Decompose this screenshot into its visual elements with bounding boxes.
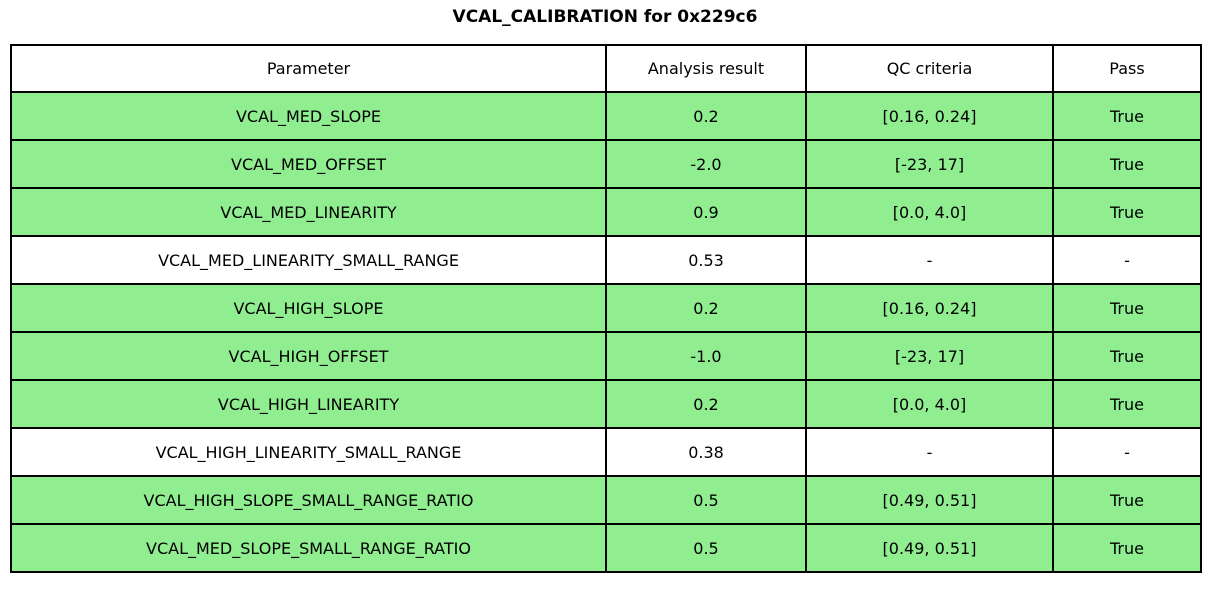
parameter-cell: VCAL_MED_LINEARITY_SMALL_RANGE: [10, 235, 607, 285]
qc-results-table: Parameter Analysis result QC criteria Pa…: [10, 44, 1202, 573]
table-row: VCAL_HIGH_SLOPE_SMALL_RANGE_RATIO 0.5 [0.4…: [10, 475, 1202, 525]
table-row: VCAL_MED_SLOPE 0.2 [0.16, 0.24] True: [10, 91, 1202, 141]
pass-cell: True: [1052, 523, 1202, 573]
analysis-result-cell: 0.5: [605, 475, 807, 525]
analysis-result-cell: 0.9: [605, 187, 807, 237]
qc-criteria-cell: [0.0, 4.0]: [805, 187, 1054, 237]
analysis-result-cell: 0.2: [605, 91, 807, 141]
pass-cell: True: [1052, 475, 1202, 525]
qc-criteria-cell: [0.49, 0.51]: [805, 523, 1054, 573]
analysis-result-cell: -2.0: [605, 139, 807, 189]
qc-criteria-cell: [0.16, 0.24]: [805, 283, 1054, 333]
qc-criteria-cell: [0.16, 0.24]: [805, 91, 1054, 141]
table-row: VCAL_HIGH_OFFSET -1.0 [-23, 17] True: [10, 331, 1202, 381]
qc-criteria-cell: [-23, 17]: [805, 139, 1054, 189]
analysis-result-cell: 0.5: [605, 523, 807, 573]
parameter-cell: VCAL_HIGH_SLOPE_SMALL_RANGE_RATIO: [10, 475, 607, 525]
column-header-analysis-result: Analysis result: [605, 44, 807, 93]
parameter-cell: VCAL_MED_SLOPE: [10, 91, 607, 141]
column-header-parameter: Parameter: [10, 44, 607, 93]
table-header-row: Parameter Analysis result QC criteria Pa…: [10, 44, 1202, 93]
table-row: VCAL_HIGH_SLOPE 0.2 [0.16, 0.24] True: [10, 283, 1202, 333]
qc-criteria-cell: -: [805, 235, 1054, 285]
analysis-result-cell: -1.0: [605, 331, 807, 381]
parameter-cell: VCAL_HIGH_OFFSET: [10, 331, 607, 381]
pass-cell: True: [1052, 187, 1202, 237]
table-row: VCAL_HIGH_LINEARITY_SMALL_RANGE 0.38- -: [10, 427, 1202, 477]
parameter-cell: VCAL_HIGH_LINEARITY: [10, 379, 607, 429]
pass-cell: -: [1052, 235, 1202, 285]
qc-criteria-cell: [0.49, 0.51]: [805, 475, 1054, 525]
parameter-cell: VCAL_MED_LINEARITY: [10, 187, 607, 237]
pass-cell: True: [1052, 379, 1202, 429]
parameter-cell: VCAL_HIGH_SLOPE: [10, 283, 607, 333]
qc-criteria-cell: -: [805, 427, 1054, 477]
qc-criteria-cell: [0.0, 4.0]: [805, 379, 1054, 429]
table-row: VCAL_MED_SLOPE_SMALL_RANGE_RATIO 0.5 [0.49…: [10, 523, 1202, 573]
parameter-cell: VCAL_MED_OFFSET: [10, 139, 607, 189]
table-row: VCAL_MED_LINEARITY_SMALL_RANGE 0.53- -: [10, 235, 1202, 285]
pass-cell: True: [1052, 91, 1202, 141]
pass-cell: -: [1052, 427, 1202, 477]
analysis-result-cell: 0.2: [605, 379, 807, 429]
chart-title: VCAL_CALIBRATION for 0x229c6: [452, 7, 758, 27]
table-row: VCAL_HIGH_LINEARITY 0.2 [0.0, 4.0] True: [10, 379, 1202, 429]
column-header-pass: Pass: [1052, 44, 1202, 93]
pass-cell: True: [1052, 283, 1202, 333]
table-body: VCAL_MED_SLOPE 0.2 [0.16, 0.24] True VCAL_ME…: [10, 91, 1202, 573]
pass-cell: True: [1052, 139, 1202, 189]
analysis-result-cell: 0.2: [605, 283, 807, 333]
table-row: VCAL_MED_LINEARITY 0.9 [0.0, 4.0] True: [10, 187, 1202, 237]
pass-cell: True: [1052, 331, 1202, 381]
parameter-cell: VCAL_HIGH_LINEARITY_SMALL_RANGE: [10, 427, 607, 477]
qc-criteria-cell: [-23, 17]: [805, 331, 1054, 381]
table-row: VCAL_MED_OFFSET -2.0 [-23, 17] True: [10, 139, 1202, 189]
analysis-result-cell: 0.38: [605, 427, 807, 477]
column-header-qc-criteria: QC criteria: [805, 44, 1054, 93]
parameter-cell: VCAL_MED_SLOPE_SMALL_RANGE_RATIO: [10, 523, 607, 573]
analysis-result-cell: 0.53: [605, 235, 807, 285]
